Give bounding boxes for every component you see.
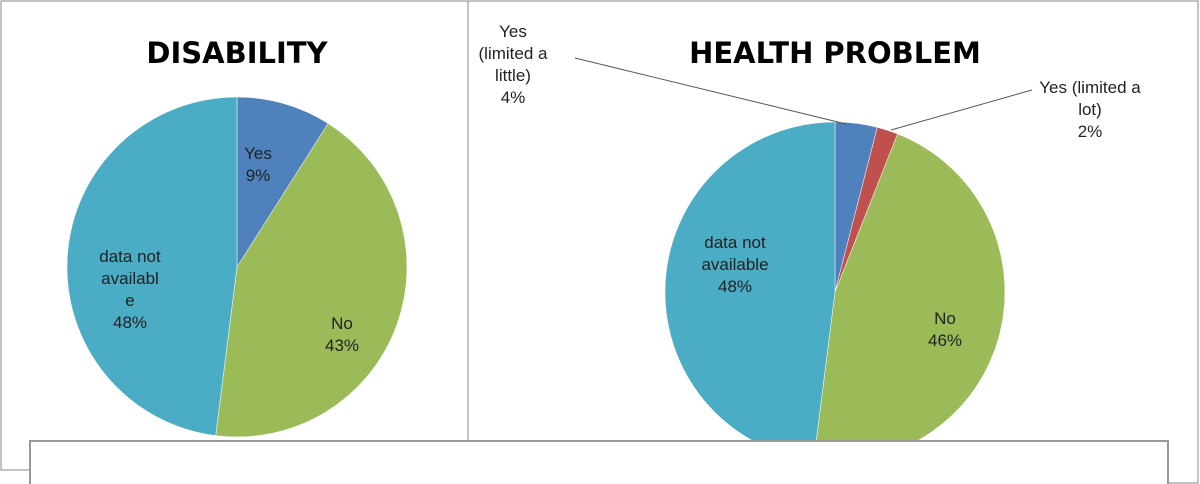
- text-box: [29, 440, 1169, 484]
- category-label: Yes (limited a little): [478, 22, 548, 85]
- leader-line: [574, 57, 847, 125]
- value-label: 2%: [1077, 122, 1103, 141]
- slice-label: Yes (limited a lot) 2%: [1028, 77, 1153, 143]
- chart-title: HEALTH PROBLEM: [689, 36, 981, 70]
- value-label: 43%: [324, 336, 360, 355]
- category-label: Yes (limited a lot): [1039, 78, 1141, 119]
- category-label: Yes: [244, 144, 272, 163]
- category-label: No: [331, 314, 353, 333]
- pie-slice: [236, 96, 329, 268]
- slice-label: data not available 48%: [99, 246, 161, 334]
- leader-line: [890, 89, 1033, 131]
- category-label: data not available: [701, 233, 769, 274]
- value-label: 4%: [500, 88, 526, 107]
- pie-slice: [664, 121, 836, 461]
- category-label: data not available: [99, 247, 161, 310]
- slice-label: Yes (limited a little) 4%: [477, 21, 549, 109]
- slice-label: No 46%: [920, 308, 970, 352]
- slice-label: data not available 48%: [690, 232, 780, 298]
- slice-label: Yes 9%: [233, 143, 283, 187]
- pie-slice: [215, 123, 408, 438]
- chart-title: DISABILITY: [146, 36, 328, 70]
- value-label: 48%: [717, 277, 753, 296]
- value-label: 9%: [245, 166, 271, 185]
- pie-slice: [66, 96, 238, 436]
- category-label: No: [934, 309, 956, 328]
- value-label: 48%: [112, 313, 148, 332]
- value-label: 46%: [927, 331, 963, 350]
- slice-label: No 43%: [312, 313, 372, 357]
